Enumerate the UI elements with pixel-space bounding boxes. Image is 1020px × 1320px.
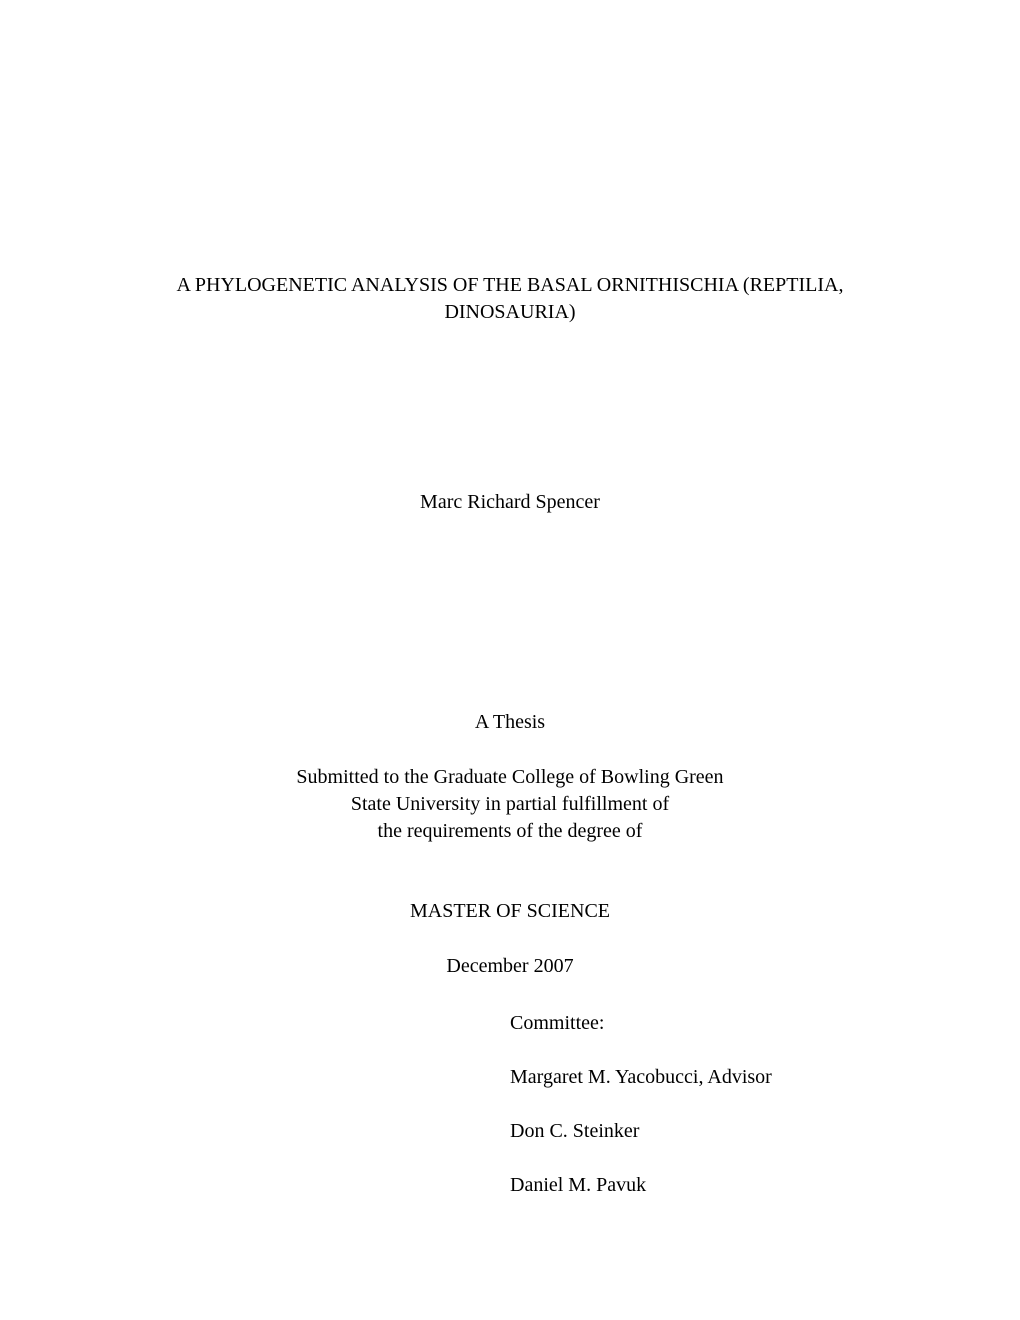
committee-member: Daniel M. Pavuk	[510, 1172, 772, 1198]
committee-label: Committee:	[510, 1010, 772, 1036]
committee-section: Committee: Margaret M. Yacobucci, Adviso…	[510, 1010, 772, 1226]
thesis-title-page: A PHYLOGENETIC ANALYSIS OF THE BASAL ORN…	[0, 0, 1020, 1320]
committee-member: Don C. Steinker	[510, 1118, 772, 1144]
degree-name: MASTER OF SCIENCE	[0, 900, 1020, 923]
thesis-label: A Thesis	[0, 711, 1020, 734]
submitted-line-3: the requirements of the degree of	[0, 818, 1020, 845]
author-name: Marc Richard Spencer	[0, 491, 1020, 514]
thesis-title: A PHYLOGENETIC ANALYSIS OF THE BASAL ORN…	[0, 272, 1020, 326]
date: December 2007	[0, 955, 1020, 978]
submitted-line-2: State University in partial fulfillment …	[0, 791, 1020, 818]
submitted-statement: Submitted to the Graduate College of Bow…	[0, 764, 1020, 845]
submitted-line-1: Submitted to the Graduate College of Bow…	[0, 764, 1020, 791]
title-line-2: DINOSAURIA)	[0, 299, 1020, 326]
committee-member: Margaret M. Yacobucci, Advisor	[510, 1064, 772, 1090]
title-line-1: A PHYLOGENETIC ANALYSIS OF THE BASAL ORN…	[0, 272, 1020, 299]
